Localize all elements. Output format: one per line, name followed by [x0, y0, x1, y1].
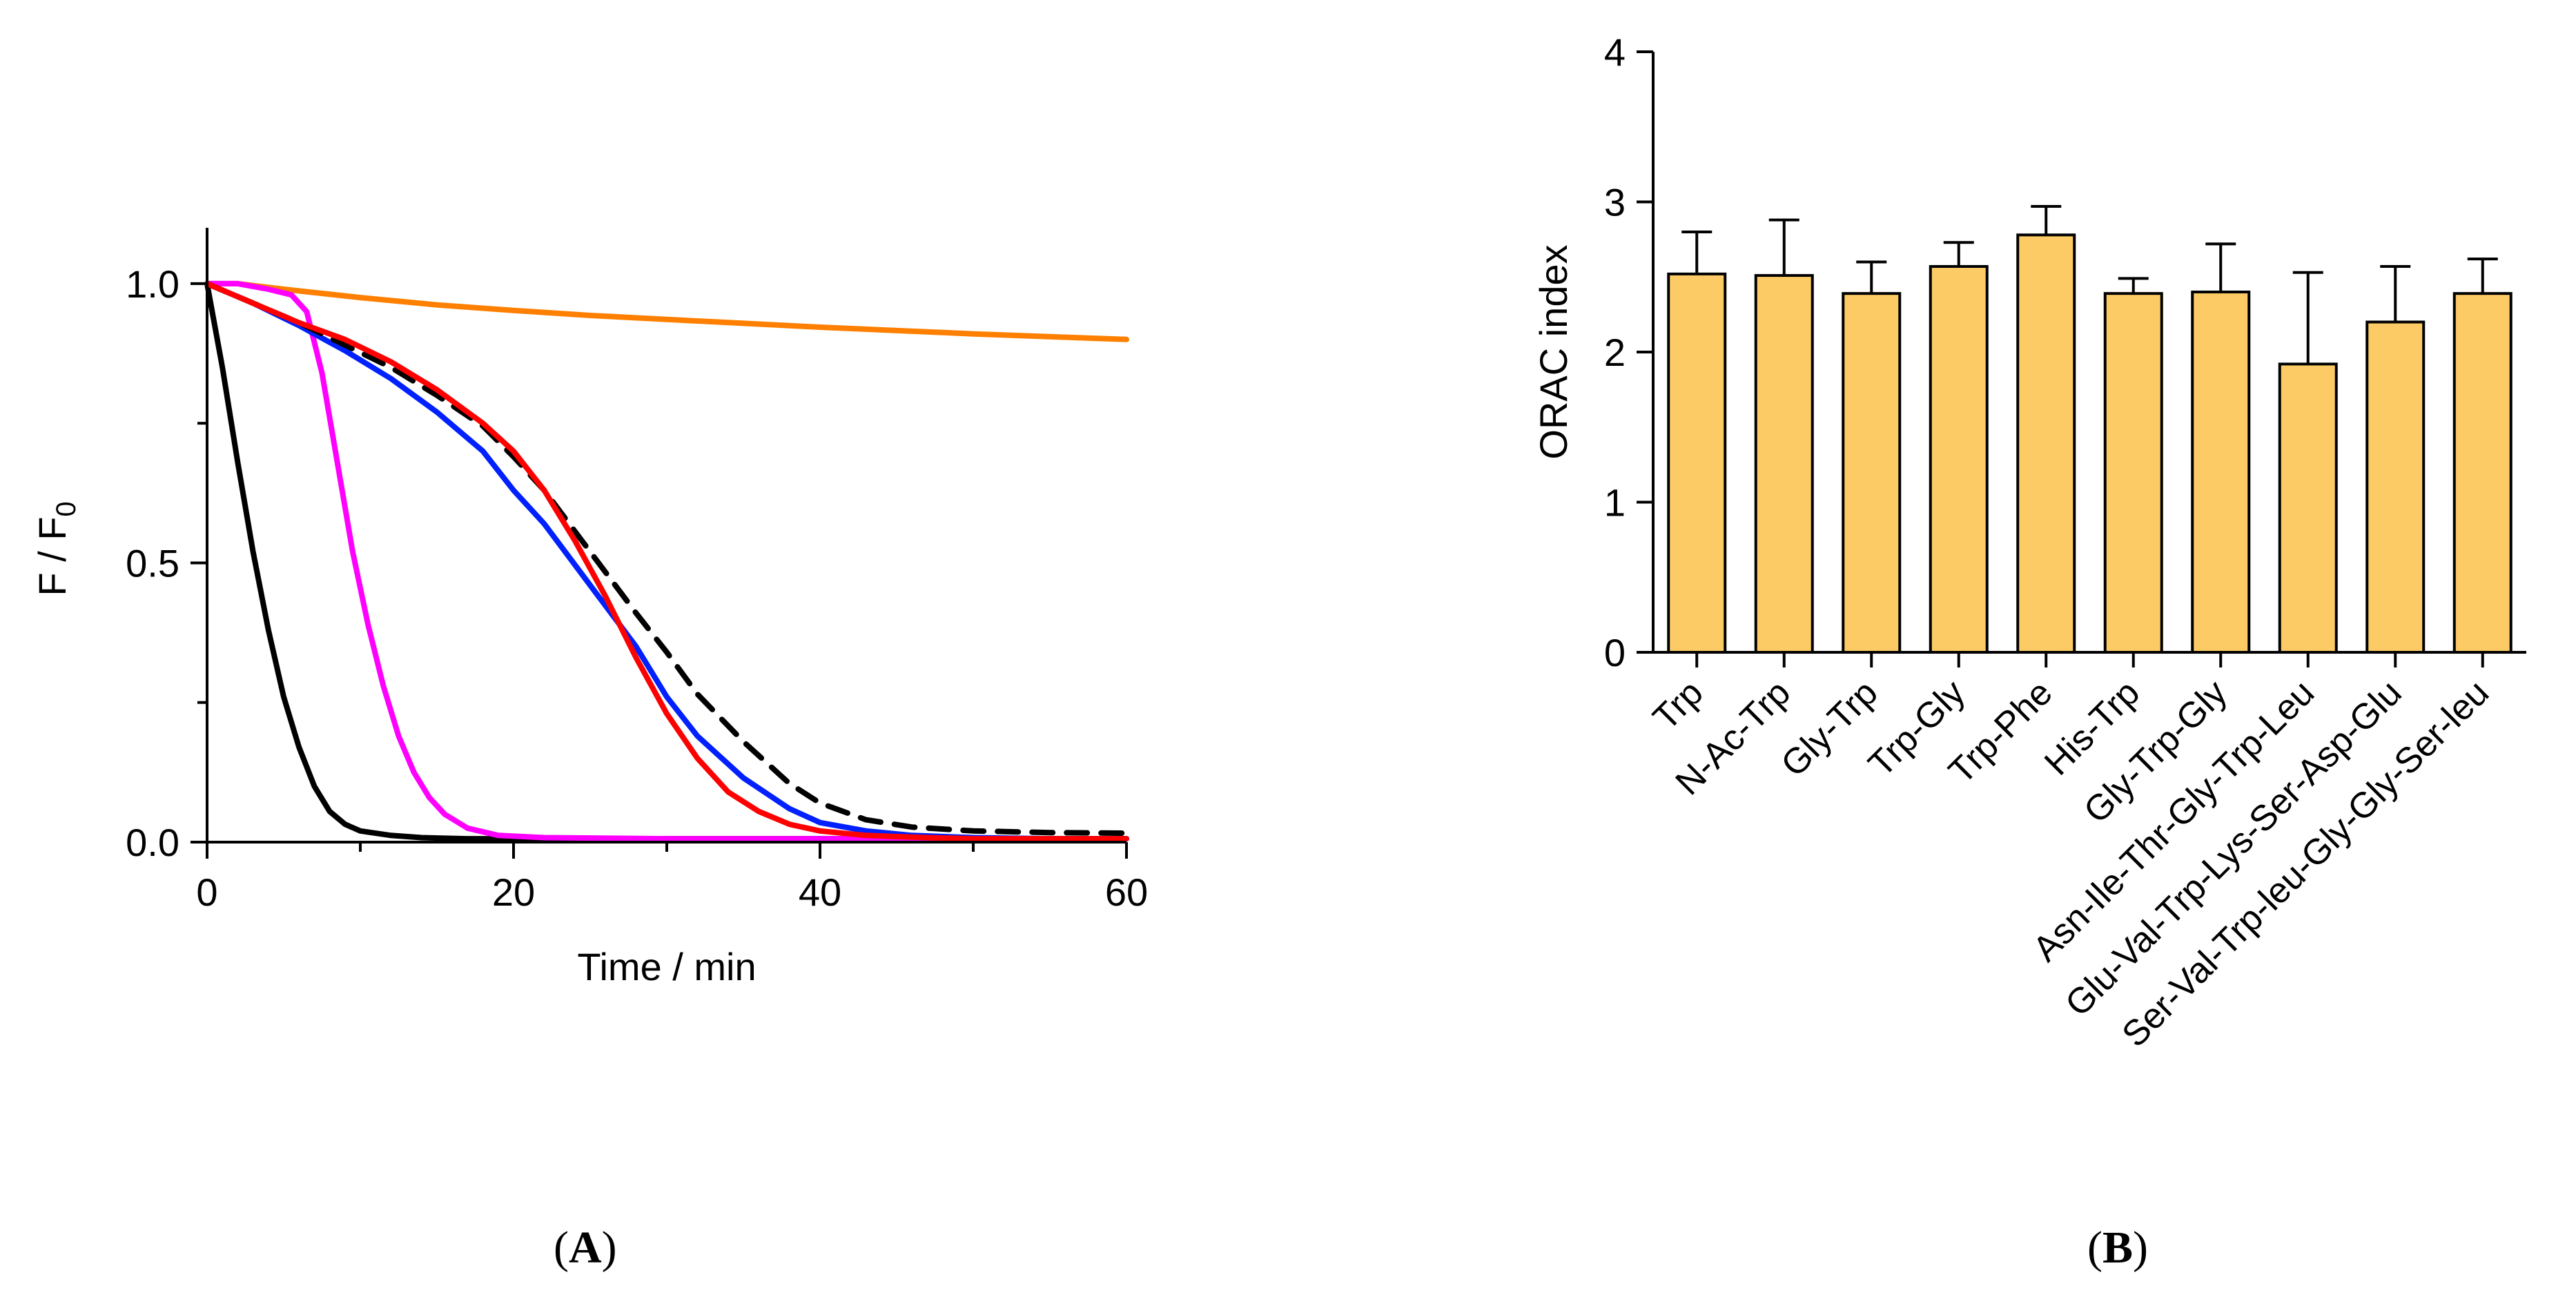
bar: [2365, 320, 2426, 654]
bar: [1667, 272, 1727, 654]
series-line-magenta: [204, 280, 1129, 842]
bar: [1929, 265, 1989, 654]
y-tick-label: 3: [1604, 181, 1626, 224]
panel-label-a: (A): [554, 1222, 617, 1273]
series-line-blue: [204, 280, 1129, 842]
x-tick-label: 60: [1105, 870, 1148, 914]
y-tick-label: 1: [1604, 481, 1626, 525]
x-tick-label: 0: [196, 870, 217, 914]
bar: [2452, 292, 2512, 654]
bar: [2278, 362, 2338, 654]
x-tick-label: 40: [799, 870, 841, 914]
bar-group: [1667, 205, 2512, 654]
bar: [2016, 233, 2076, 654]
y-tick-label: 0.0: [126, 821, 179, 864]
y-axis-title-subscript: 0: [51, 501, 81, 516]
y-tick-label: 2: [1604, 331, 1626, 374]
series-line-black-dashed: [204, 280, 1129, 837]
panel-label-b: (B): [2087, 1222, 2148, 1273]
bar: [2191, 291, 2251, 654]
x-axis-title: Time / min: [577, 945, 756, 988]
y-axis-title: F / F0: [30, 501, 81, 596]
axis-ticks: 0 20 40 60 0.0 0.5 1.0: [126, 262, 1148, 914]
x-tick-label: Trp: [1646, 672, 1711, 738]
series-line-black-solid: [204, 280, 1129, 842]
x-tick-label: Gly-Trp: [1774, 672, 1886, 784]
line-series-group: [204, 280, 1129, 842]
panel-a-line-chart: 0 20 40 600.00.51.0 Time / min F / F0: [30, 228, 1148, 988]
bar: [1842, 292, 1902, 654]
y-tick-label: 4: [1604, 30, 1626, 74]
y-axis-title: ORAC index: [1532, 244, 1575, 459]
y-tick-label: 0: [1604, 631, 1626, 674]
bar: [2103, 292, 2163, 654]
series-line-orange: [204, 280, 1129, 342]
y-tick-label: 0.5: [126, 541, 179, 585]
x-tick-label: 20: [492, 870, 535, 914]
panel-b-bar-chart: 01234TrpN-Ac-TrpGly-TrpTrp-GlyTrp-PheHis…: [1532, 30, 2526, 1055]
y-tick-label: 1.0: [126, 262, 179, 306]
y-axis-title-main: F / F: [30, 517, 74, 596]
bar: [1754, 274, 1814, 654]
series-line-red: [204, 280, 1129, 842]
